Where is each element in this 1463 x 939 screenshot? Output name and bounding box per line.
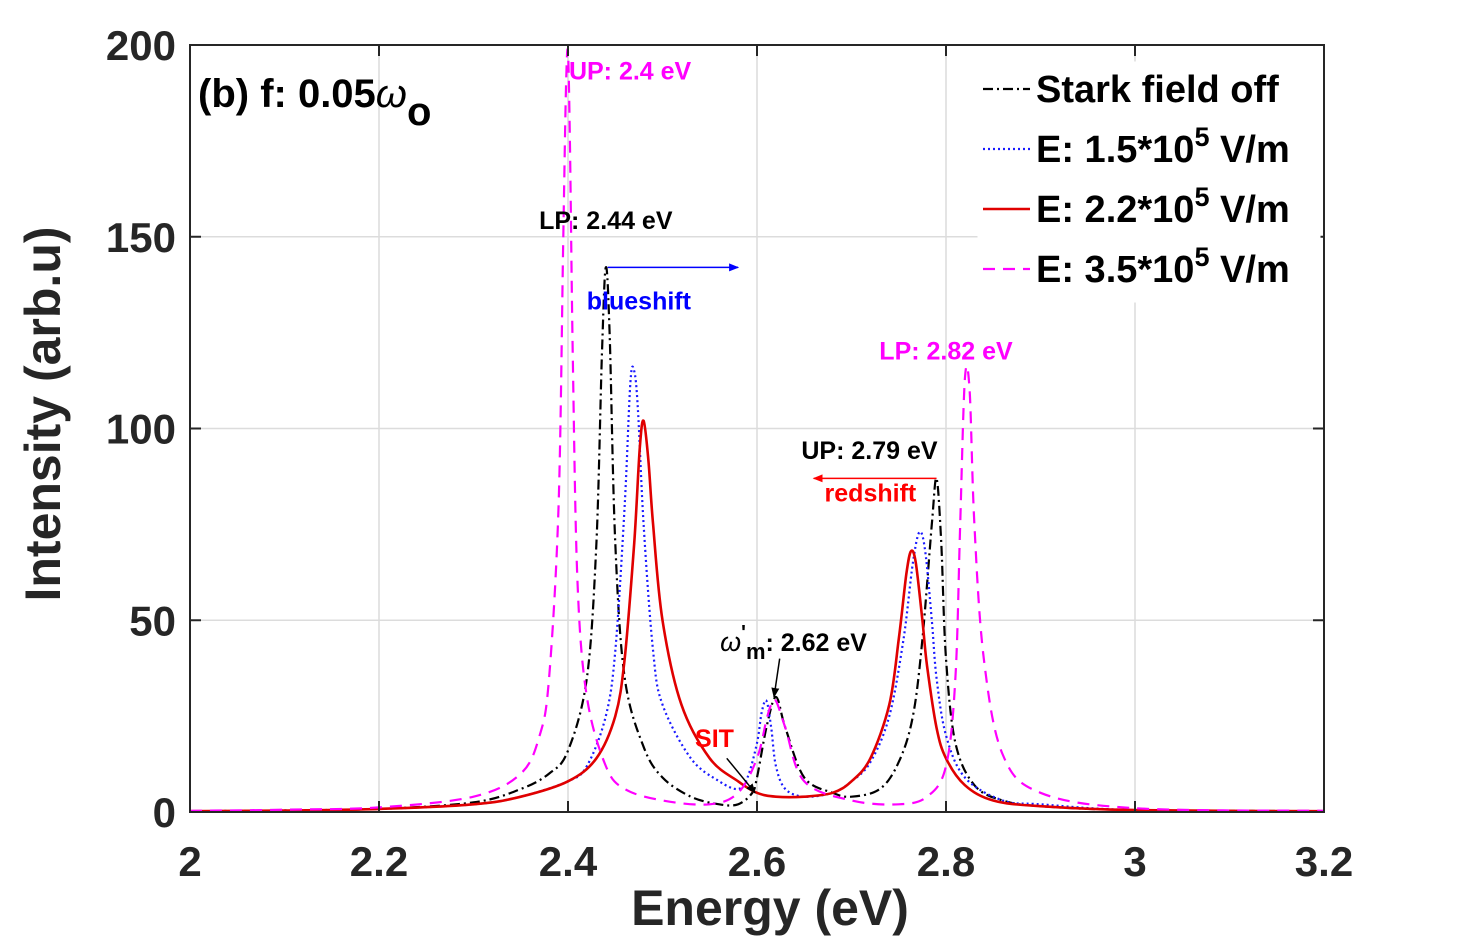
x-axis-label: Energy (eV) bbox=[631, 880, 909, 936]
x-tick-label: 2.4 bbox=[539, 838, 598, 885]
annotation-redshift: redshift bbox=[825, 479, 917, 507]
legend: Stark field off E: 1.5*105 V/m E: 2.2*105 … bbox=[977, 61, 1321, 303]
y-tick-label: 0 bbox=[153, 789, 176, 836]
annotation-sit: SIT bbox=[695, 725, 734, 753]
annotation-lp244: LP: 2.44 eV bbox=[539, 207, 673, 235]
sit-arrow bbox=[726, 757, 756, 794]
y-tick-label: 100 bbox=[106, 406, 176, 453]
panel-label-text: (b) f: 0.05 bbox=[198, 72, 376, 116]
x-tick-label: 2.6 bbox=[728, 838, 786, 885]
tick-marks bbox=[189, 44, 1325, 813]
legend-entry-2: E: 2.2*105 V/m bbox=[1036, 182, 1290, 231]
x-tick-label: 2 bbox=[178, 838, 201, 885]
series-line-2 bbox=[190, 419, 1324, 812]
annotation-blueshift: blueshift bbox=[587, 288, 692, 316]
annotation-up24: UP: 2.4 eV bbox=[569, 58, 692, 86]
tick-labels: 2 2.2 2.4 2.6 2.8 3 3.2 0 50 100 150 200 bbox=[106, 22, 1353, 885]
y-tick-label: 150 bbox=[106, 214, 176, 261]
annotation-up279: UP: 2.79 eV bbox=[801, 437, 938, 465]
x-tick-label: 3.2 bbox=[1295, 838, 1353, 885]
panel-label-subscript: o bbox=[407, 90, 431, 134]
y-axis-label: Intensity (arb.u) bbox=[15, 226, 71, 601]
annotations: UP: 2.4 eV LP: 2.44 eV blueshift LP: 2.82 e… bbox=[539, 58, 1013, 753]
legend-entry-1: E: 1.5*105 V/m bbox=[1036, 122, 1290, 171]
arrows bbox=[607, 263, 937, 794]
annotation-omega-m: ω'm: 2.62 eV bbox=[720, 622, 867, 664]
x-tick-label: 2.2 bbox=[350, 838, 408, 885]
legend-entry-0: Stark field off bbox=[1036, 69, 1279, 111]
omega-arrow bbox=[771, 658, 781, 698]
x-tick-label: 2.8 bbox=[917, 838, 975, 885]
annotation-lp282: LP: 2.82 eV bbox=[879, 337, 1013, 365]
panel-label-omega: ω bbox=[376, 72, 407, 116]
panel-label: (b) f: 0.05ωo bbox=[198, 72, 431, 134]
y-tick-label: 200 bbox=[106, 22, 176, 69]
y-tick-label: 50 bbox=[129, 597, 176, 644]
legend-box bbox=[977, 61, 1321, 303]
legend-entry-3: E: 3.5*105 V/m bbox=[1036, 242, 1290, 291]
series-line-3 bbox=[190, 48, 1324, 812]
x-tick-label: 3 bbox=[1123, 838, 1146, 885]
